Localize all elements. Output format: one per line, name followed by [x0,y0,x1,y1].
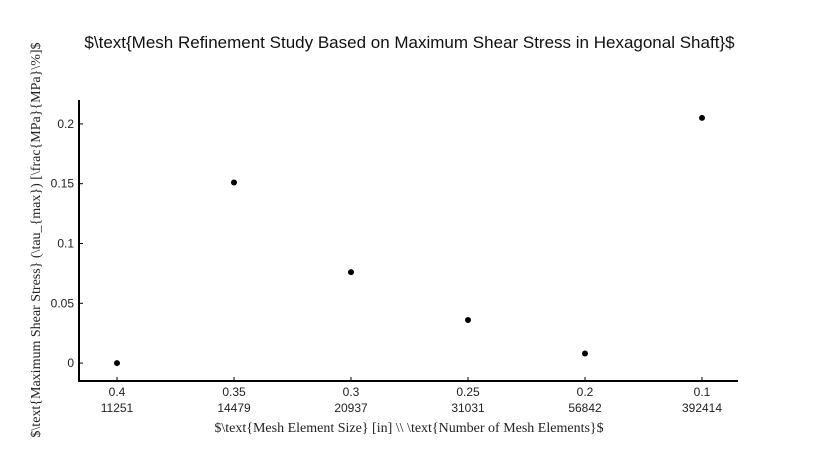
x-tick-label: 0.25 [456,385,480,399]
data-point [699,114,705,121]
x-tick-label: 0.3 [343,385,360,399]
y-tick-label: 0.15 [51,177,75,191]
data-points [114,114,705,367]
y-tick-label: 0.2 [57,117,74,131]
y-axis-title: $\text{Maximum Shear Stress} (\tau_{max}… [29,42,44,438]
x-secondary-tick-label: 14479 [217,401,251,415]
x-axis-title: $\text{Mesh Element Size} [in] \\ \text{… [214,421,604,436]
x-secondary-tick-label: 56842 [568,401,602,415]
x-ticks: 0.4 11251 0.35 14479 0.3 20937 0.25 31031 0.2 568… [101,377,722,415]
data-point [231,179,237,186]
x-secondary-tick-label: 392414 [682,401,722,415]
data-point [465,317,471,324]
x-tick-label: 0.4 [109,385,126,399]
x-secondary-tick-label: 31031 [451,401,485,415]
data-point [348,269,354,276]
y-tick-label: 0.1 [57,236,74,250]
y-tick-label: 0.05 [51,296,75,310]
chart-title: $\text{Mesh Refinement Study Based on Ma… [84,33,735,52]
x-secondary-tick-label: 20937 [334,401,368,415]
data-point [582,350,588,357]
x-secondary-tick-label: 11251 [101,401,134,415]
y-tick-label: 0 [67,356,74,370]
data-point [114,360,120,367]
y-ticks: 0 0.05 0.1 0.15 0.2 [51,117,83,370]
x-tick-label: 0.1 [694,385,711,399]
x-tick-label: 0.35 [222,385,246,399]
x-tick-label: 0.2 [577,385,594,399]
